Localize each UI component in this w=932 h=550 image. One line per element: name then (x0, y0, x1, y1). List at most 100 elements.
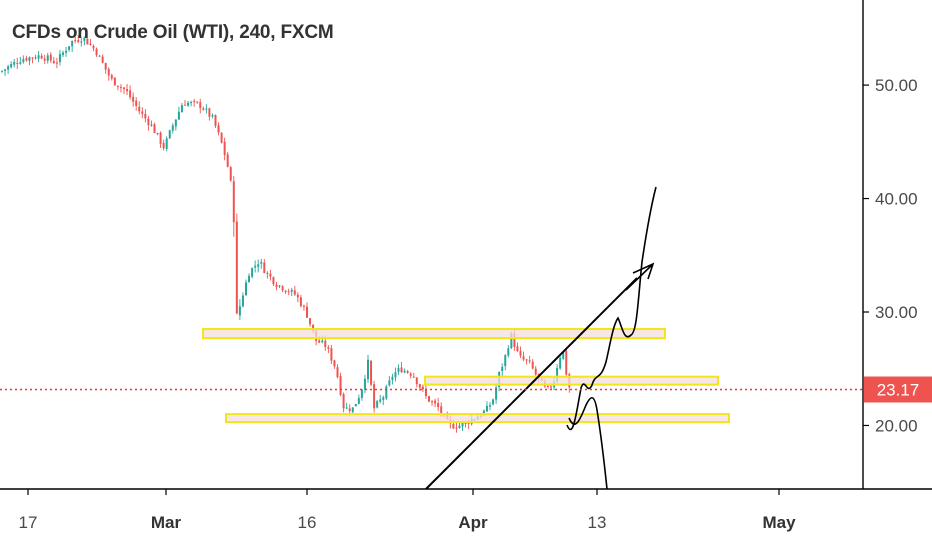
candle-body (217, 125, 220, 133)
last-price-badge (864, 376, 932, 403)
y-tick-label: 50.00 (875, 76, 918, 95)
candle-body (58, 53, 61, 63)
candle-body (546, 385, 549, 387)
candle-body (226, 154, 229, 167)
candle-body (25, 58, 28, 61)
candle-body (71, 40, 74, 47)
candle-body (458, 425, 461, 429)
candle-body (370, 360, 373, 385)
candle-body (403, 370, 406, 373)
y-tick-label: 20.00 (875, 416, 918, 435)
candle-body (119, 87, 122, 89)
bullish-projection-wave[interactable] (566, 186, 657, 431)
candle-body (418, 384, 421, 388)
candle-body (196, 101, 199, 103)
candle-body (211, 115, 214, 117)
candle-body (52, 61, 55, 64)
candle-body (492, 399, 495, 405)
candle-body (174, 119, 177, 127)
trend-drawings[interactable] (425, 186, 657, 490)
candle-body (348, 408, 351, 412)
price-zone[interactable] (424, 375, 719, 386)
candle-body (345, 407, 348, 409)
candle-body (275, 284, 278, 288)
candle-body (4, 69, 7, 71)
time-axis[interactable]: 17 Mar 16 Apr 13 May (0, 488, 932, 532)
candle-body (376, 401, 379, 408)
candle-body (232, 181, 235, 223)
candle-body (31, 57, 34, 59)
candle-body (214, 115, 217, 126)
bullish-projection-arrow[interactable] (625, 262, 655, 291)
candle-body (116, 85, 119, 87)
price-zone[interactable] (225, 413, 730, 424)
candle-body (330, 348, 333, 361)
candle-body (49, 54, 52, 61)
candle-body (238, 306, 241, 316)
candle-body (193, 101, 196, 103)
candle-body (1, 70, 3, 72)
candle-body (312, 324, 315, 331)
candle-body (373, 384, 376, 409)
candle-body (208, 108, 211, 117)
candle-body (162, 142, 165, 149)
candle-body (141, 111, 144, 114)
candlestick-series (1, 35, 571, 433)
candle-body (485, 405, 488, 412)
candle-body (7, 66, 10, 70)
candle-body (83, 37, 86, 41)
candle-body (321, 340, 324, 343)
candle-body (421, 386, 424, 390)
candle-body (489, 405, 491, 407)
candle-body (40, 55, 43, 59)
candle-body (455, 427, 458, 429)
candle-body (522, 356, 525, 360)
candle-body (62, 52, 64, 55)
candle-body (379, 399, 382, 402)
candle-body (550, 386, 552, 388)
candle-body (28, 57, 31, 61)
bearish-projection-path[interactable] (568, 396, 608, 490)
candle-body (144, 113, 147, 119)
candle-body (107, 69, 110, 76)
candle-body (22, 59, 25, 63)
candle-body (318, 340, 321, 343)
candle-body (525, 359, 528, 361)
price-zone[interactable] (202, 328, 666, 340)
candle-body (507, 348, 510, 356)
y-tick-label: 30.00 (875, 303, 918, 322)
candle-body (562, 351, 565, 359)
candle-body (437, 403, 440, 408)
candle-body (153, 124, 156, 134)
candle-body (229, 167, 232, 181)
rising-trendline[interactable] (425, 277, 638, 490)
candle-body (16, 62, 19, 64)
candle-body (241, 295, 244, 307)
candle-body (461, 422, 464, 427)
candle-body (123, 87, 125, 90)
candle-body (184, 104, 186, 106)
candle-body (333, 360, 336, 367)
candle-body (391, 376, 394, 380)
candle-body (452, 424, 455, 429)
candle-body (565, 350, 568, 375)
candle-body (339, 376, 342, 395)
candle-body (34, 57, 37, 59)
candle-body (327, 347, 330, 349)
candle-body (132, 96, 135, 102)
candle-body (424, 389, 427, 397)
x-tick-label: May (762, 513, 796, 532)
candle-body (388, 380, 391, 386)
candle-body (147, 118, 150, 126)
candle-body (504, 355, 507, 367)
candle-body (165, 138, 168, 149)
x-tick-label: Apr (458, 513, 488, 532)
candle-body (37, 55, 40, 59)
support-resistance-zones[interactable] (202, 328, 730, 424)
candle-body (257, 264, 260, 267)
x-tick-label: 13 (588, 513, 607, 532)
candle-body (287, 291, 290, 293)
price-axis[interactable]: 50.00 40.00 30.00 20.00 23.17 (862, 0, 932, 489)
candle-body (46, 55, 49, 61)
